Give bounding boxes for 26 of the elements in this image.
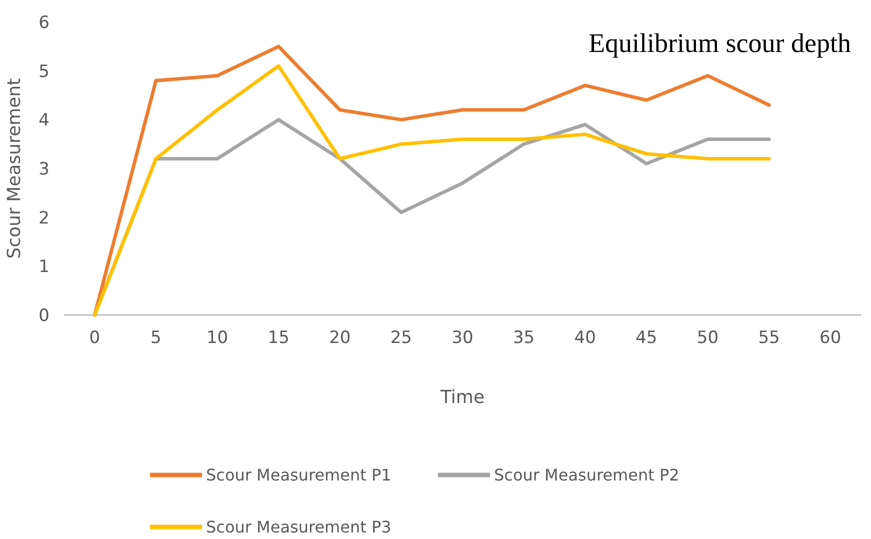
legend-label: Scour Measurement P3 bbox=[206, 518, 392, 537]
y-axis-title: Scour Measurement bbox=[4, 78, 25, 259]
y-tick-label: 3 bbox=[38, 159, 50, 180]
x-tick-label: 40 bbox=[574, 328, 596, 348]
x-tick-label: 15 bbox=[268, 328, 290, 348]
x-tick-label: 0 bbox=[89, 328, 100, 348]
x-tick-label: 60 bbox=[820, 328, 842, 348]
x-tick-label: 10 bbox=[206, 328, 228, 348]
y-tick-label: 0 bbox=[38, 306, 50, 326]
x-tick-label: 35 bbox=[512, 328, 535, 348]
legend-label: Scour Measurement P2 bbox=[494, 466, 680, 485]
x-tick-label: 55 bbox=[758, 328, 780, 348]
x-tick-label: 45 bbox=[636, 328, 658, 348]
x-tick-label: 5 bbox=[150, 328, 162, 348]
x-tick-label: 30 bbox=[452, 328, 474, 348]
y-tick-label: 2 bbox=[38, 208, 50, 228]
y-tick-label: 4 bbox=[38, 110, 50, 131]
legend-label: Scour Measurement P1 bbox=[206, 466, 392, 485]
y-tick-label: 5 bbox=[38, 62, 50, 82]
y-tick-label: 1 bbox=[38, 257, 50, 278]
x-axis-title: Time bbox=[439, 387, 485, 408]
x-tick-label: 50 bbox=[696, 328, 719, 348]
x-tick-label: 25 bbox=[390, 328, 412, 348]
chart-title: Equilibrium scour depth bbox=[588, 28, 852, 58]
y-tick-label: 6 bbox=[38, 12, 50, 33]
x-tick-label: 20 bbox=[329, 328, 351, 348]
